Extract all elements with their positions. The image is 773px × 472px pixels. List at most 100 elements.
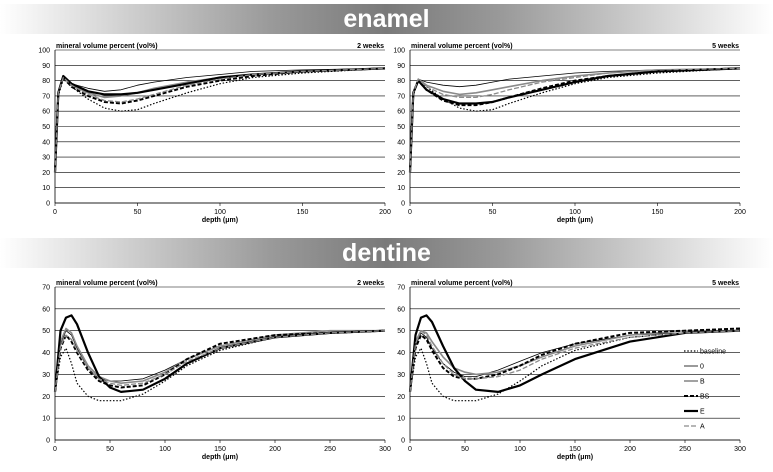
- y-tick-label: 60: [397, 109, 405, 116]
- legend-label-e: E: [700, 409, 705, 416]
- chart-title: mineral volume percent (vol%): [411, 280, 513, 287]
- y-tick-label: 20: [42, 170, 50, 177]
- series-line-a: [409, 330, 741, 392]
- y-tick-label: 10: [42, 185, 50, 192]
- y-tick-label: 50: [42, 124, 50, 131]
- y-tick-label: 90: [42, 63, 50, 70]
- y-tick-label: 50: [397, 124, 405, 131]
- y-tick-label: 30: [42, 155, 50, 162]
- y-tick-label: 70: [42, 285, 50, 292]
- x-tick-label: 200: [269, 446, 281, 453]
- y-tick-label: 60: [42, 109, 50, 116]
- y-tick-label: 0: [401, 438, 405, 445]
- legend-label-bs: BS: [700, 394, 710, 401]
- y-tick-label: 20: [42, 394, 50, 401]
- chart-subtitle: 2 weeks: [357, 280, 384, 287]
- x-tick-label: 150: [297, 209, 309, 216]
- x-tick-label: 0: [408, 209, 412, 216]
- y-tick-label: 40: [397, 350, 405, 357]
- y-tick-label: 10: [397, 185, 405, 192]
- legend-label-a: A: [700, 424, 705, 431]
- x-tick-label: 50: [461, 446, 469, 453]
- series-line-bs: [54, 329, 386, 393]
- y-tick-label: 20: [397, 170, 405, 177]
- y-tick-label: 40: [42, 350, 50, 357]
- y-tick-label: 50: [42, 328, 50, 335]
- x-tick-label: 100: [514, 446, 526, 453]
- y-tick-label: 30: [397, 155, 405, 162]
- x-tick-label: 300: [379, 446, 391, 453]
- y-tick-label: 0: [46, 201, 50, 208]
- chart-subtitle: 5 weeks: [712, 43, 739, 50]
- x-tick-label: 50: [106, 446, 114, 453]
- y-tick-label: 10: [42, 416, 50, 423]
- series-line-baseline: [54, 330, 386, 402]
- x-tick-label: 100: [159, 446, 171, 453]
- legend-label-b: B: [700, 379, 705, 386]
- chart-subtitle: 5 weeks: [712, 280, 739, 287]
- dentine-section-title: dentine: [342, 239, 431, 267]
- x-tick-label: 50: [134, 209, 142, 216]
- y-tick-label: 70: [397, 285, 405, 292]
- chart-title: mineral volume percent (vol%): [411, 43, 513, 50]
- y-tick-label: 30: [42, 372, 50, 379]
- y-tick-label: 60: [42, 306, 50, 313]
- legend-label-baseline: baseline: [700, 349, 726, 356]
- y-tick-label: 90: [397, 63, 405, 70]
- series-line-bs: [54, 67, 386, 173]
- chart-title: mineral volume percent (vol%): [56, 280, 158, 287]
- x-tick-label: 250: [679, 446, 691, 453]
- y-tick-label: 10: [397, 416, 405, 423]
- y-tick-label: 70: [42, 93, 50, 100]
- x-tick-label: 200: [734, 209, 746, 216]
- y-tick-label: 80: [42, 78, 50, 85]
- chart-subtitle: 2 weeks: [357, 43, 384, 50]
- x-tick-label: 150: [569, 446, 581, 453]
- y-tick-label: 60: [397, 306, 405, 313]
- y-tick-label: 20: [397, 394, 405, 401]
- series-line-b: [54, 327, 385, 392]
- y-tick-label: 100: [393, 48, 405, 55]
- x-tick-label: 0: [408, 446, 412, 453]
- series-line-e: [408, 314, 741, 393]
- x-tick-label: 300: [734, 446, 746, 453]
- y-tick-label: 0: [46, 438, 50, 445]
- y-tick-label: 100: [38, 48, 50, 55]
- dentine-banner: dentine: [0, 238, 773, 268]
- series-line-b: [409, 329, 740, 392]
- series-line-a: [54, 67, 386, 173]
- enamel-banner: enamel: [0, 4, 773, 34]
- x-tick-label: 0: [53, 446, 57, 453]
- y-tick-label: 50: [397, 328, 405, 335]
- x-axis-label: depth (μm): [557, 454, 593, 461]
- enamel-section-title: enamel: [343, 5, 430, 33]
- y-tick-label: 70: [397, 93, 405, 100]
- chart-title: mineral volume percent (vol%): [56, 43, 158, 50]
- y-tick-label: 80: [397, 78, 405, 85]
- x-axis-label: depth (μm): [557, 217, 593, 224]
- x-tick-label: 0: [53, 209, 57, 216]
- x-tick-label: 100: [569, 209, 581, 216]
- y-tick-label: 30: [397, 372, 405, 379]
- y-tick-label: 40: [42, 139, 50, 146]
- x-tick-label: 250: [324, 446, 336, 453]
- series-line-e: [53, 314, 386, 393]
- y-tick-label: 0: [401, 201, 405, 208]
- y-tick-label: 40: [397, 139, 405, 146]
- x-tick-label: 150: [214, 446, 226, 453]
- legend-label-0: 0: [700, 364, 704, 371]
- series-line-a: [409, 67, 741, 173]
- x-tick-label: 200: [379, 209, 391, 216]
- x-tick-label: 200: [624, 446, 636, 453]
- series-line-baseline: [409, 330, 741, 402]
- x-tick-label: 150: [652, 209, 664, 216]
- x-tick-label: 100: [214, 209, 226, 216]
- x-tick-label: 50: [489, 209, 497, 216]
- series-line-e: [408, 67, 741, 173]
- x-axis-label: depth (μm): [202, 454, 238, 461]
- series-line-0: [409, 330, 741, 392]
